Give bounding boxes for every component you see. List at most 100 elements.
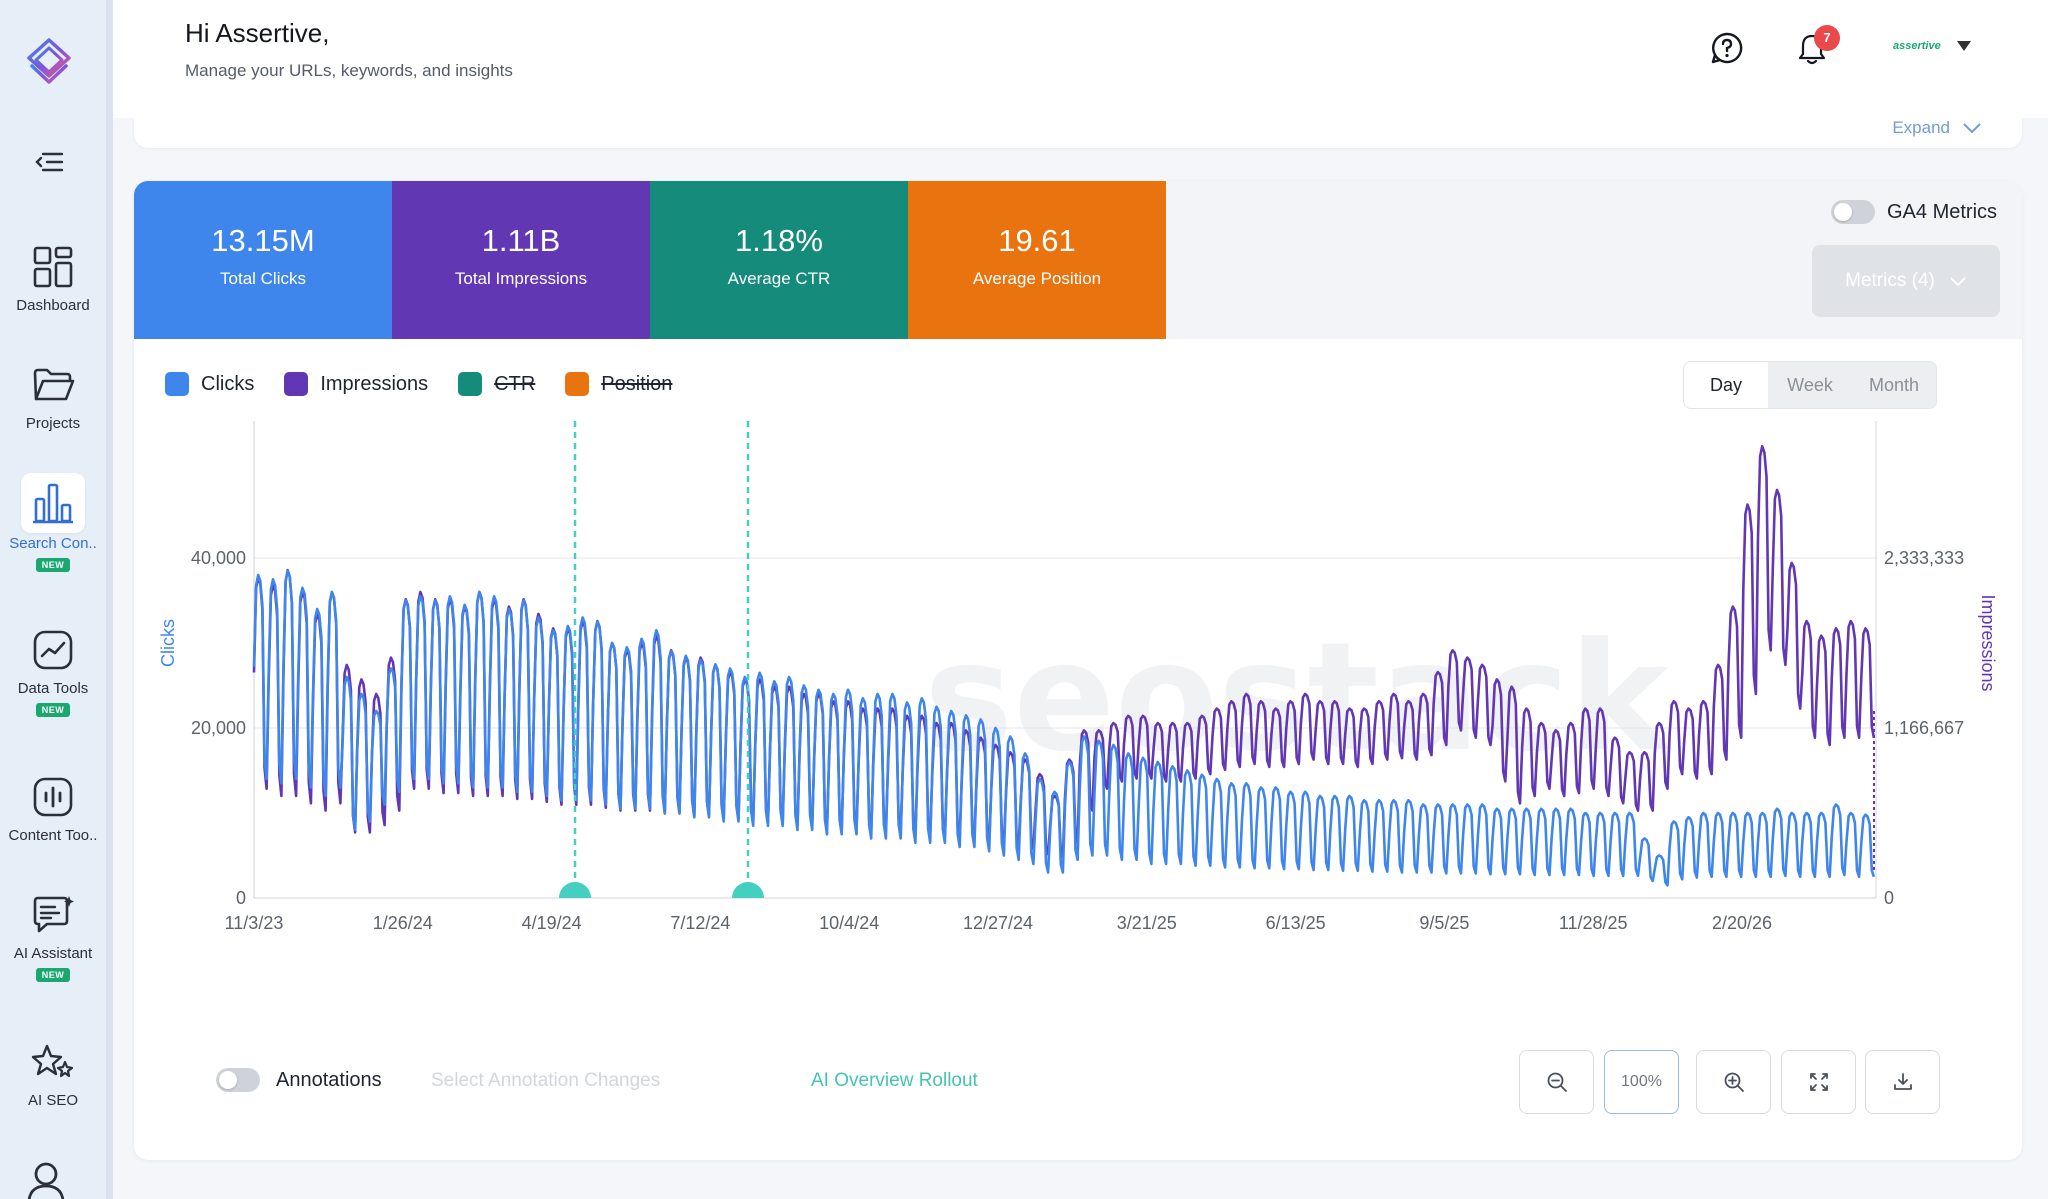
chat-sparkle-icon (33, 896, 74, 933)
top-header: Hi Assertive, Manage your URLs, keywords… (113, 0, 2048, 118)
metric-label: Average CTR (727, 269, 831, 288)
y-left-tick-label: 40,000 (191, 548, 246, 568)
menu-collapse-icon[interactable] (32, 147, 66, 177)
x-tick-label: 6/13/25 (1266, 913, 1326, 933)
chevron-down-icon (1956, 41, 1971, 51)
legend-item-impressions[interactable]: Impressions (284, 372, 428, 396)
legend-item-clicks[interactable]: Clicks (165, 372, 254, 396)
sidebar-item-ai-seo[interactable]: AI SEO (0, 1040, 106, 1109)
tab-week[interactable]: Week (1787, 374, 1833, 395)
greeting-title: Hi Assertive, (185, 18, 330, 48)
annotation-marker (732, 882, 764, 898)
annotation-marker (559, 882, 591, 898)
metrics-dropdown[interactable]: Metrics (4) (1812, 245, 2000, 317)
annotations-toggle[interactable] (216, 1068, 260, 1092)
zoom-in-button[interactable] (1696, 1050, 1771, 1114)
new-badge: NEW (35, 968, 71, 982)
legend-swatch (165, 372, 189, 396)
chart-legend: Clicks Impressions CTR Position (165, 372, 672, 396)
help-icon[interactable] (1710, 31, 1744, 65)
metric-value: 1.18% (735, 223, 823, 258)
x-tick-label: 4/19/24 (522, 913, 582, 933)
sidebar-item-label: Dashboard (16, 297, 90, 314)
user-icon[interactable] (26, 1160, 66, 1199)
metric-label: Total Clicks (220, 269, 306, 288)
content-icon (33, 777, 73, 817)
summary-card-collapsed: Expand (134, 118, 2022, 148)
search-console-card: 13.15M Total Clicks 1.11B Total Impressi… (134, 181, 2022, 1160)
ga4-metrics-label: GA4 Metrics (1887, 200, 1998, 223)
metric-label: Total Impressions (454, 269, 588, 288)
annotation-event-link[interactable]: AI Overview Rollout (811, 1070, 978, 1091)
legend-swatch (565, 372, 590, 396)
tab-day[interactable]: Day (1684, 362, 1768, 408)
y-right-tick-label: 1,166,667 (1884, 718, 1964, 738)
performance-line-chart: seostack020,00040,00060,00001,166,6672,3… (158, 421, 1998, 933)
metric-tile-ctr[interactable]: 1.18% Average CTR (650, 181, 908, 339)
line-chart-icon (33, 630, 73, 670)
seostack-logo[interactable] (24, 36, 74, 90)
zoom-level-display[interactable]: 100% (1604, 1050, 1679, 1114)
sidebar-item-projects[interactable]: Projects (0, 363, 106, 432)
zoom-in-icon (1724, 1072, 1744, 1092)
download-button[interactable] (1865, 1050, 1940, 1114)
account-menu[interactable]: assertive (1893, 40, 1971, 52)
y-left-axis-title: Clicks (158, 619, 178, 667)
metric-label: Average Position (972, 269, 1102, 288)
sidebar-item-label: Projects (25, 415, 81, 432)
legend-label: Impressions (320, 372, 429, 395)
legend-item-position[interactable]: Position (565, 372, 672, 396)
sidebar-item-dashboard[interactable]: Dashboard (0, 245, 106, 314)
sidebar-item-label: Data Tools (17, 680, 89, 697)
sidebar-scrollbar[interactable] (106, 0, 113, 1199)
download-icon (1893, 1073, 1912, 1090)
x-tick-label: 9/5/25 (1419, 913, 1469, 933)
period-tabs: Day Week Month (1683, 361, 1937, 409)
sidebar-item-label: AI Assistant (13, 945, 93, 962)
y-right-axis-title: Impressions (1978, 594, 1998, 691)
expand-button[interactable]: Expand (1892, 118, 1982, 138)
annotation-changes-select[interactable]: Select Annotation Changes (431, 1070, 661, 1091)
sidebar-item-content-tools[interactable]: Content Too.. (0, 775, 106, 844)
active-item-highlight (21, 473, 85, 533)
metric-tile-clicks[interactable]: 13.15M Total Clicks (134, 181, 392, 339)
new-badge: NEW (35, 558, 71, 572)
metric-tile-position[interactable]: 19.61 Average Position (908, 181, 1166, 339)
x-tick-label: 11/28/25 (1559, 913, 1628, 933)
fullscreen-button[interactable] (1781, 1050, 1856, 1114)
x-tick-label: 7/12/24 (670, 913, 730, 933)
legend-label: Position (601, 372, 673, 395)
metric-tile-impressions[interactable]: 1.11B Total Impressions (392, 181, 650, 339)
chevron-down-icon (1963, 123, 1981, 134)
x-tick-label: 10/4/24 (819, 913, 879, 933)
sidebar-item-label: Content Too.. (8, 827, 98, 844)
legend-item-ctr[interactable]: CTR (458, 372, 535, 396)
metrics-dropdown-label: Metrics (4) (1845, 270, 1935, 291)
x-tick-label: 3/21/25 (1117, 913, 1177, 933)
folder-icon (33, 368, 75, 401)
series-line-clicks (252, 569, 1876, 887)
notification-count-badge: 7 (1814, 25, 1840, 51)
zoom-out-icon (1547, 1072, 1567, 1092)
chevron-down-icon (1950, 276, 1966, 286)
y-right-tick-label: 2,333,333 (1884, 548, 1964, 568)
sidebar-item-data-tools[interactable]: Data Tools NEW (0, 628, 106, 718)
x-tick-label: 11/3/23 (225, 913, 284, 933)
sidebar-item-search-console[interactable]: Search Con.. NEW (0, 473, 106, 573)
y-right-tick-label: 0 (1884, 888, 1894, 908)
x-tick-label: 1/26/24 (373, 913, 433, 933)
account-name: assertive (1893, 40, 1941, 52)
sidebar: Dashboard Projects Search Con.. NEW Data… (0, 0, 113, 1199)
new-badge: NEW (35, 703, 71, 717)
sidebar-item-ai-assistant[interactable]: AI Assistant NEW (0, 893, 106, 983)
sidebar-item-label: Search Con.. (9, 535, 97, 552)
legend-label: CTR (494, 372, 536, 395)
bar-chart-icon (33, 483, 73, 524)
tab-month[interactable]: Month (1868, 374, 1920, 395)
annotations-toggle-group: Annotations (216, 1068, 382, 1092)
greeting-subtitle: Manage your URLs, keywords, and insights (185, 61, 513, 80)
annotations-label: Annotations (276, 1068, 382, 1091)
expand-label: Expand (1892, 118, 1950, 137)
zoom-out-button[interactable] (1519, 1050, 1594, 1114)
ga4-metrics-toggle[interactable] (1831, 200, 1875, 224)
